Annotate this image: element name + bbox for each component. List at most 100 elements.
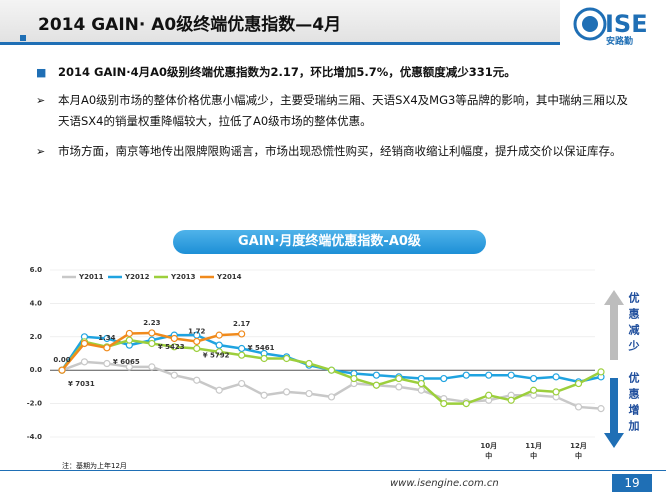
bullet-text: 2014 GAIN·4月A0级别终端优惠指数为2.17，环比增加5.7%，优惠额… <box>58 65 516 79</box>
legend-label: Y2014 <box>216 273 242 281</box>
annotation: ¥ 6065 <box>113 358 140 366</box>
point <box>485 391 493 399</box>
point <box>238 344 246 353</box>
point <box>372 371 381 379</box>
point <box>260 354 268 363</box>
point <box>103 344 111 352</box>
point <box>305 389 313 398</box>
point <box>238 379 246 388</box>
point <box>125 363 133 371</box>
point <box>552 373 560 381</box>
point <box>417 379 425 388</box>
legend-label: Y2013 <box>170 273 196 281</box>
point <box>103 359 111 368</box>
bullet: ➢ 市场方面，南京等地传出限牌限购谣言，市场出现恐慌性购买，经销商收缩让利幅度，提… <box>36 144 622 158</box>
point <box>282 354 291 363</box>
arrow-up <box>604 290 624 360</box>
data-label: 1.34 <box>98 334 115 342</box>
point <box>238 351 246 359</box>
y-tick-label: 0.0 <box>30 366 43 374</box>
y-tick-label: -4.0 <box>27 433 42 441</box>
point <box>215 348 223 356</box>
point <box>597 405 605 413</box>
legend-label: Y2011 <box>78 273 104 281</box>
bullet-text: 本月A0级别市场的整体价格优惠小幅减少，主要受瑞纳三厢、天语SX4及MG3等品牌… <box>58 93 628 128</box>
point <box>305 359 313 368</box>
point <box>125 336 133 344</box>
point <box>597 368 605 376</box>
title: 2014 GAIN· A0级终端优惠指数—4月 <box>38 15 342 35</box>
point <box>485 371 493 379</box>
point <box>148 363 156 371</box>
chart-title: GAIN·月度终端优惠指数-A0级 <box>173 230 486 254</box>
title-rule <box>0 42 560 45</box>
point <box>260 391 268 399</box>
point <box>530 374 538 383</box>
point <box>215 386 223 394</box>
point <box>170 371 178 379</box>
title-bar <box>0 0 560 42</box>
y-tick-label: 6.0 <box>30 266 43 274</box>
logo: ISE <box>605 10 648 38</box>
point <box>148 329 156 337</box>
point <box>440 374 448 383</box>
point <box>80 358 89 366</box>
side-label: 优惠减少 <box>627 292 640 356</box>
side-label: 优惠增加 <box>627 372 640 436</box>
bullet: ➢ 本月A0级别市场的整体价格优惠小幅减少，主要受瑞纳三厢、天语SX4及MG3等品… <box>36 93 628 128</box>
point <box>530 386 538 394</box>
footer-url: www.isengine.com.cn <box>390 478 499 489</box>
point <box>507 396 515 404</box>
point <box>462 400 470 408</box>
point <box>507 371 515 379</box>
logo-icon <box>573 7 607 41</box>
x-tick-label: 11月中 <box>525 442 542 460</box>
data-label: 2.17 <box>233 320 250 328</box>
x-tick-label: 12月中 <box>570 442 587 460</box>
data-label: 0.00 <box>53 356 70 364</box>
title-marker <box>20 35 26 41</box>
bullet-text: 市场方面，南京等地传出限牌限购谣言，市场出现恐慌性购买，经销商收缩让利幅度，提升… <box>58 144 622 158</box>
logo-sub: 安路勤 <box>606 37 634 47</box>
point <box>327 366 336 374</box>
point <box>395 383 403 391</box>
point <box>103 334 111 343</box>
point <box>193 344 201 353</box>
data-label: 2.23 <box>143 319 160 327</box>
point <box>440 400 448 408</box>
point <box>215 341 223 349</box>
point <box>417 386 425 394</box>
annotation: ¥ 5423 <box>158 343 185 351</box>
annotation: ¥ 5461 <box>248 344 275 352</box>
point <box>574 379 583 388</box>
point <box>125 329 133 338</box>
point <box>148 339 156 348</box>
point <box>80 339 89 348</box>
arrow-down <box>604 378 624 448</box>
point <box>350 374 358 383</box>
point <box>552 388 560 396</box>
point <box>193 337 201 346</box>
legend-label: Y2012 <box>124 273 150 281</box>
annotation: ¥ 7031 <box>68 380 95 388</box>
point <box>395 374 403 383</box>
y-tick-label: 4.0 <box>30 299 43 307</box>
y-tick-label: 2.0 <box>30 333 43 341</box>
footer-rule <box>0 470 666 471</box>
point <box>193 376 201 384</box>
point <box>170 334 178 343</box>
point <box>574 403 583 411</box>
bullet: ■ 2014 GAIN·4月A0级别终端优惠指数为2.17，环比增加5.7%，优惠… <box>36 65 516 79</box>
point <box>282 388 291 396</box>
point <box>327 393 336 401</box>
annotation: ¥ 5792 <box>203 351 230 359</box>
data-label: 1.72 <box>188 327 205 335</box>
point <box>58 366 66 374</box>
page-number: 19 <box>612 474 652 492</box>
point <box>372 381 381 389</box>
note: 注：基期为上年12月 <box>62 462 127 470</box>
point <box>238 330 246 338</box>
point <box>215 331 223 339</box>
